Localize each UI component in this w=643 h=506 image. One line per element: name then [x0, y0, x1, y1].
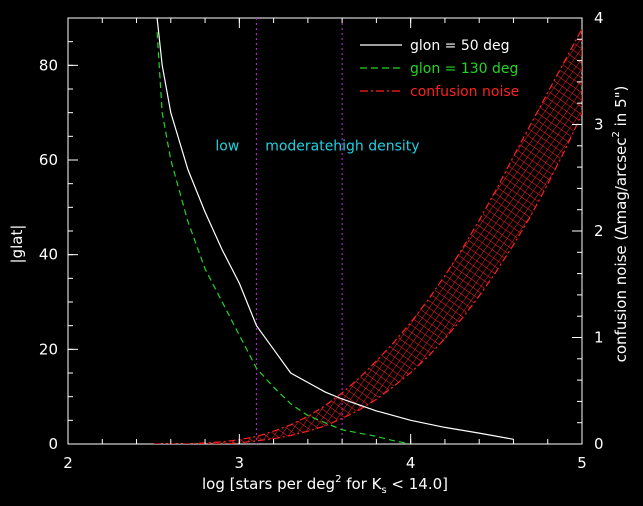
x-label-mid: for K — [341, 475, 382, 493]
y-right-tick-label: 0 — [594, 435, 604, 453]
x-label-post: < 14.0] — [387, 475, 448, 493]
y-left-tick-label: 0 — [48, 435, 58, 453]
legend-label: glon = 130 deg — [410, 61, 518, 77]
y-axis-right-ticks: 0 1 2 3 4 — [572, 9, 604, 453]
y-axis-left-label: |glat| — [8, 225, 26, 264]
y-axis-right-label: confusion noise (Δmag/arcsec2 in 5") — [611, 86, 630, 363]
x-label-sub: s — [381, 485, 386, 496]
x-tick-label: 2 — [63, 454, 73, 472]
y-right-label-pre: confusion noise (Δmag/arcsec — [612, 138, 630, 363]
legend-label: confusion noise — [410, 84, 519, 100]
region-label: low — [215, 139, 239, 155]
region-label: moderate — [265, 139, 333, 155]
region-labels: low moderate high density — [215, 139, 419, 155]
y-right-label-sup: 2 — [611, 131, 622, 137]
legend-label: glon = 50 deg — [410, 38, 510, 54]
glon-130-line — [156, 32, 411, 444]
x-axis-ticks: 2 3 4 5 — [63, 18, 587, 472]
y-left-tick-label: 80 — [39, 56, 58, 74]
x-tick-label: 3 — [235, 454, 245, 472]
x-label-pre: log [stars per deg — [202, 475, 335, 493]
glon-50-line — [156, 18, 514, 440]
confusion-noise-band — [153, 28, 582, 444]
x-tick-label: 4 — [406, 454, 416, 472]
region-dividers — [255, 18, 343, 444]
x-label-sup: 2 — [335, 474, 341, 485]
y-right-tick-label: 3 — [594, 116, 604, 134]
x-tick-label: 5 — [577, 454, 587, 472]
y-left-tick-label: 60 — [39, 151, 58, 169]
y-right-tick-label: 1 — [594, 329, 604, 347]
y-left-tick-label: 40 — [39, 246, 58, 264]
y-left-tick-label: 20 — [39, 340, 58, 358]
y-right-tick-label: 4 — [594, 9, 604, 27]
series-lines — [156, 18, 514, 444]
legend: glon = 50 deg glon = 130 deg confusion noi… — [360, 38, 519, 100]
region-label: high density — [333, 139, 419, 155]
y-right-label-post: in 5") — [612, 86, 630, 132]
y-right-tick-label: 2 — [594, 222, 604, 240]
confusion-noise-area — [153, 28, 582, 444]
y-axis-left-ticks: 0 20 40 60 80 — [39, 17, 78, 453]
x-axis-label: log [stars per deg2 for Ks < 14.0] — [202, 474, 448, 496]
